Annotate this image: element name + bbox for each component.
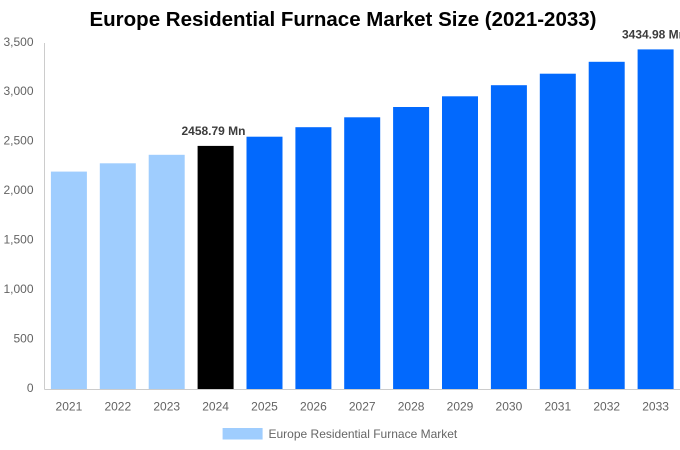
svg-text:Europe Residential Furnace Mar: Europe Residential Furnace Market Size (…	[89, 8, 596, 31]
svg-text:1,000: 1,000	[3, 282, 33, 296]
svg-text:2023: 2023	[153, 400, 180, 414]
svg-text:500: 500	[13, 331, 33, 345]
svg-text:2031: 2031	[544, 400, 571, 414]
svg-text:2025: 2025	[251, 400, 278, 414]
svg-text:2026: 2026	[300, 400, 327, 414]
svg-text:Europe Residential Furnace Mar: Europe Residential Furnace Market	[269, 427, 458, 441]
svg-text:2032: 2032	[593, 400, 620, 414]
svg-text:2,000: 2,000	[3, 183, 33, 197]
svg-text:2030: 2030	[496, 400, 523, 414]
svg-text:2027: 2027	[349, 400, 376, 414]
svg-text:2458.79 Mn: 2458.79 Mn	[181, 124, 245, 138]
svg-text:0: 0	[27, 381, 34, 395]
svg-text:2022: 2022	[104, 400, 131, 414]
svg-text:3,500: 3,500	[3, 35, 33, 49]
svg-text:2033: 2033	[642, 400, 669, 414]
svg-text:3,000: 3,000	[3, 84, 33, 98]
svg-text:2021: 2021	[56, 400, 83, 414]
svg-text:1,500: 1,500	[3, 233, 33, 247]
svg-text:2024: 2024	[202, 400, 229, 414]
svg-text:3434.98 Mn: 3434.98 Mn	[622, 27, 680, 41]
svg-text:2,500: 2,500	[3, 134, 33, 148]
svg-text:2028: 2028	[398, 400, 425, 414]
svg-text:2029: 2029	[447, 400, 474, 414]
